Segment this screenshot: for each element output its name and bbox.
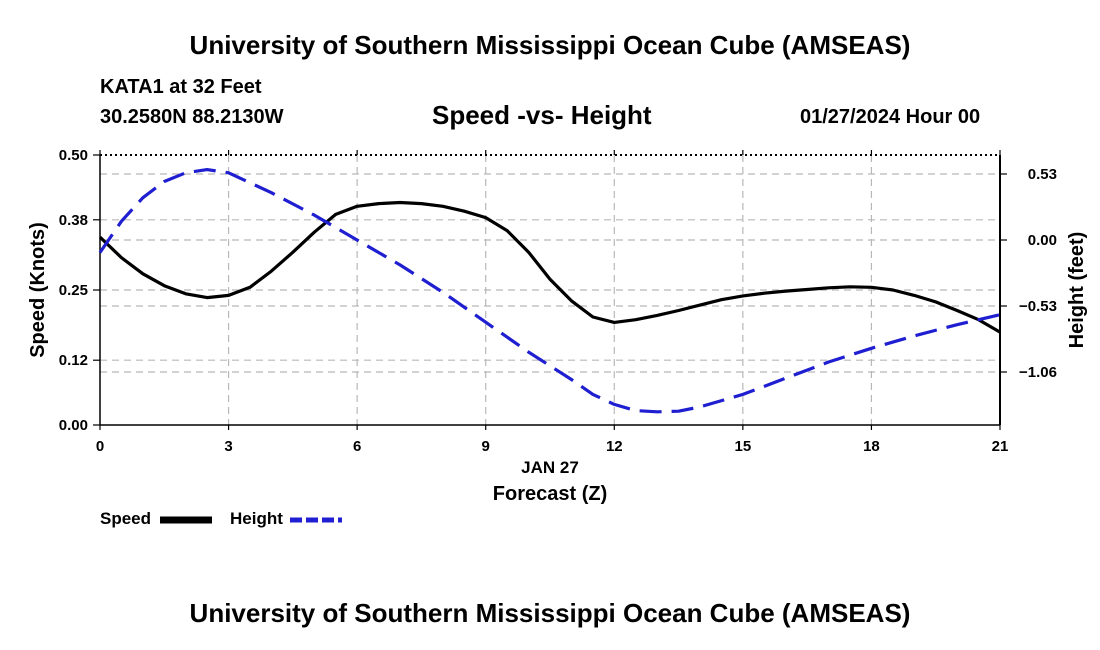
y-tick-label-left: 0.12: [59, 352, 88, 369]
y-tick-label-left: 0.38: [59, 212, 88, 229]
y-tick-label-left: 0.00: [59, 417, 88, 434]
left-axis-title: Speed (Knots): [27, 222, 49, 358]
y-tick-label-left: 0.50: [59, 147, 88, 164]
x-tick-label: 3: [224, 438, 232, 455]
series-line-speed: [98, 200, 1001, 334]
y-tick-label-right: −1.06: [1019, 364, 1057, 381]
x-tick-label: 15: [735, 438, 752, 455]
legend-speed-label: Speed: [100, 509, 152, 528]
series-line-height: [98, 168, 1001, 414]
station-coordinates: 30.2580N 88.2130W: [100, 106, 284, 128]
y-tick-label-right: 0.53: [1028, 166, 1057, 183]
forecast-datetime: 01/27/2024 Hour 00: [800, 106, 981, 128]
x-tick-label: 12: [606, 438, 623, 455]
x-tick-label: 9: [482, 438, 490, 455]
footer-title: University of Southern Mississippi Ocean…: [189, 598, 911, 628]
y-tick-label-left: 0.25: [59, 282, 88, 299]
x-tick-label: 0: [96, 438, 104, 455]
legend-height-label: Height: [230, 509, 283, 528]
x-tick-label: 18: [863, 438, 880, 455]
x-axis-title: Forecast (Z): [493, 483, 607, 505]
x-tick-label: 6: [353, 438, 361, 455]
chart-subtitle: Speed -vs- Height: [432, 100, 652, 130]
station-label: KATA1 at 32 Feet: [100, 76, 262, 98]
y-tick-label-right: −0.53: [1019, 298, 1057, 315]
x-tick-label: 21: [992, 438, 1009, 455]
y-tick-label-right: 0.00: [1028, 232, 1057, 249]
right-axis-title: Height (feet): [1066, 232, 1088, 349]
x-axis-date-label: JAN 27: [521, 458, 579, 477]
chart-title: University of Southern Mississippi Ocean…: [189, 30, 911, 60]
